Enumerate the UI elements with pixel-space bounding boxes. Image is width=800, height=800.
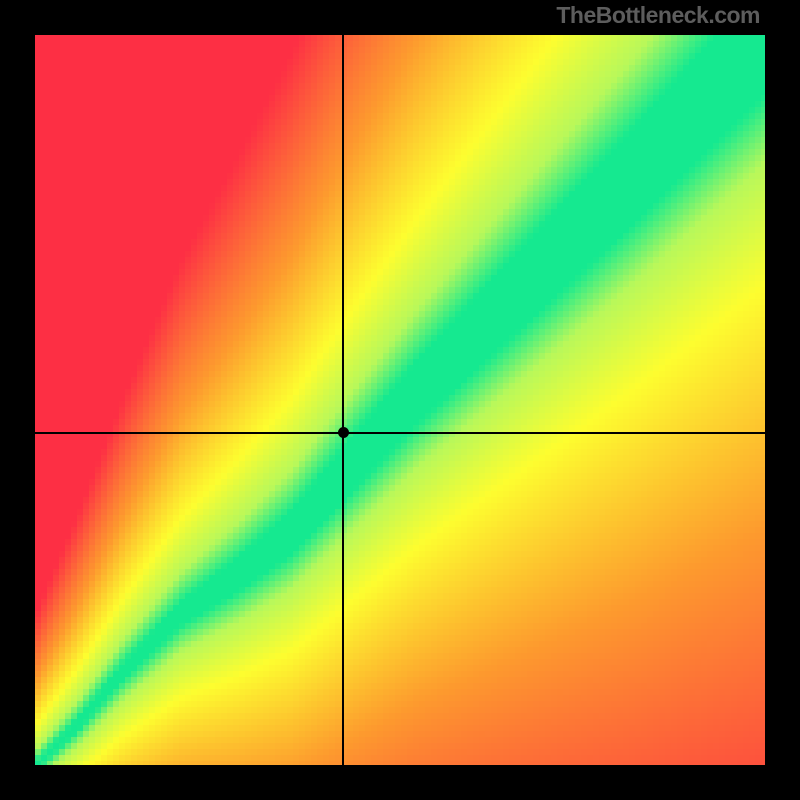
plot-frame: [29, 29, 771, 771]
watermark-text: TheBottleneck.com: [556, 2, 760, 29]
chart-container: TheBottleneck.com: [0, 0, 800, 800]
data-point-marker: [338, 427, 349, 438]
crosshair-vertical: [342, 35, 344, 765]
heatmap-plot: [35, 35, 765, 765]
crosshair-horizontal: [35, 432, 765, 434]
heatmap-canvas: [35, 35, 765, 765]
